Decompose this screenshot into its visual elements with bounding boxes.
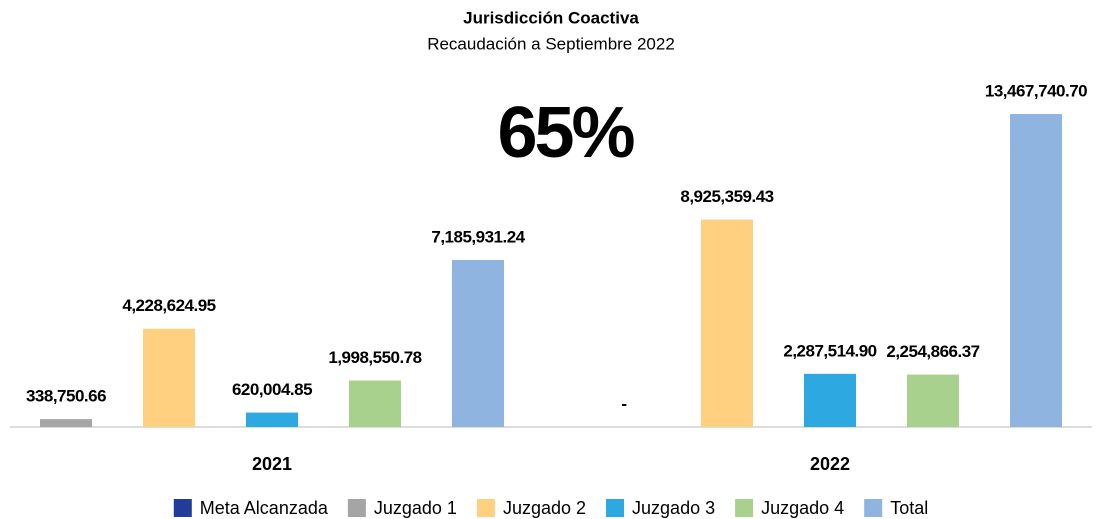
legend-swatch (347, 499, 366, 517)
bar (701, 219, 753, 427)
legend-label: Meta Alcanzada (200, 498, 329, 518)
data-label: 2,254,866.37 (886, 342, 979, 361)
data-label: 8,925,359.43 (680, 187, 773, 206)
bar (246, 412, 298, 427)
data-label: - (621, 394, 626, 413)
legend-label: Total (890, 498, 928, 518)
legend-label: Juzgado 2 (503, 498, 586, 518)
data-label: 338,750.66 (26, 387, 106, 406)
data-label: 620,004.85 (232, 380, 312, 399)
legend-label: Juzgado 1 (374, 498, 457, 518)
data-label: 2,287,514.90 (783, 341, 876, 360)
bar (804, 373, 856, 427)
bar (349, 380, 401, 427)
legend-label: Juzgado 3 (632, 498, 715, 518)
legend-swatch (735, 499, 754, 517)
bar (1010, 114, 1062, 427)
chart-title: Jurisdicción Coactiva (463, 8, 639, 27)
data-label: 4,228,624.95 (122, 296, 215, 315)
bar (40, 419, 92, 427)
legend-swatch (606, 499, 625, 517)
x-tick-label: 2022 (810, 454, 850, 474)
bar (907, 374, 959, 427)
legend-label: Juzgado 4 (761, 498, 844, 518)
data-label: 1,998,550.78 (328, 348, 421, 367)
annotation: 65% (497, 93, 634, 173)
chart-subtitle: Recaudación a Septiembre 2022 (427, 34, 675, 53)
data-label: 7,185,931.24 (431, 227, 525, 246)
legend-swatch (476, 499, 495, 517)
legend-swatch (864, 499, 883, 517)
data-label: 13,467,740.70 (985, 81, 1087, 100)
x-tick-label: 2021 (252, 454, 292, 474)
bar (452, 259, 504, 427)
bar (143, 328, 195, 427)
legend-swatch (173, 499, 192, 517)
